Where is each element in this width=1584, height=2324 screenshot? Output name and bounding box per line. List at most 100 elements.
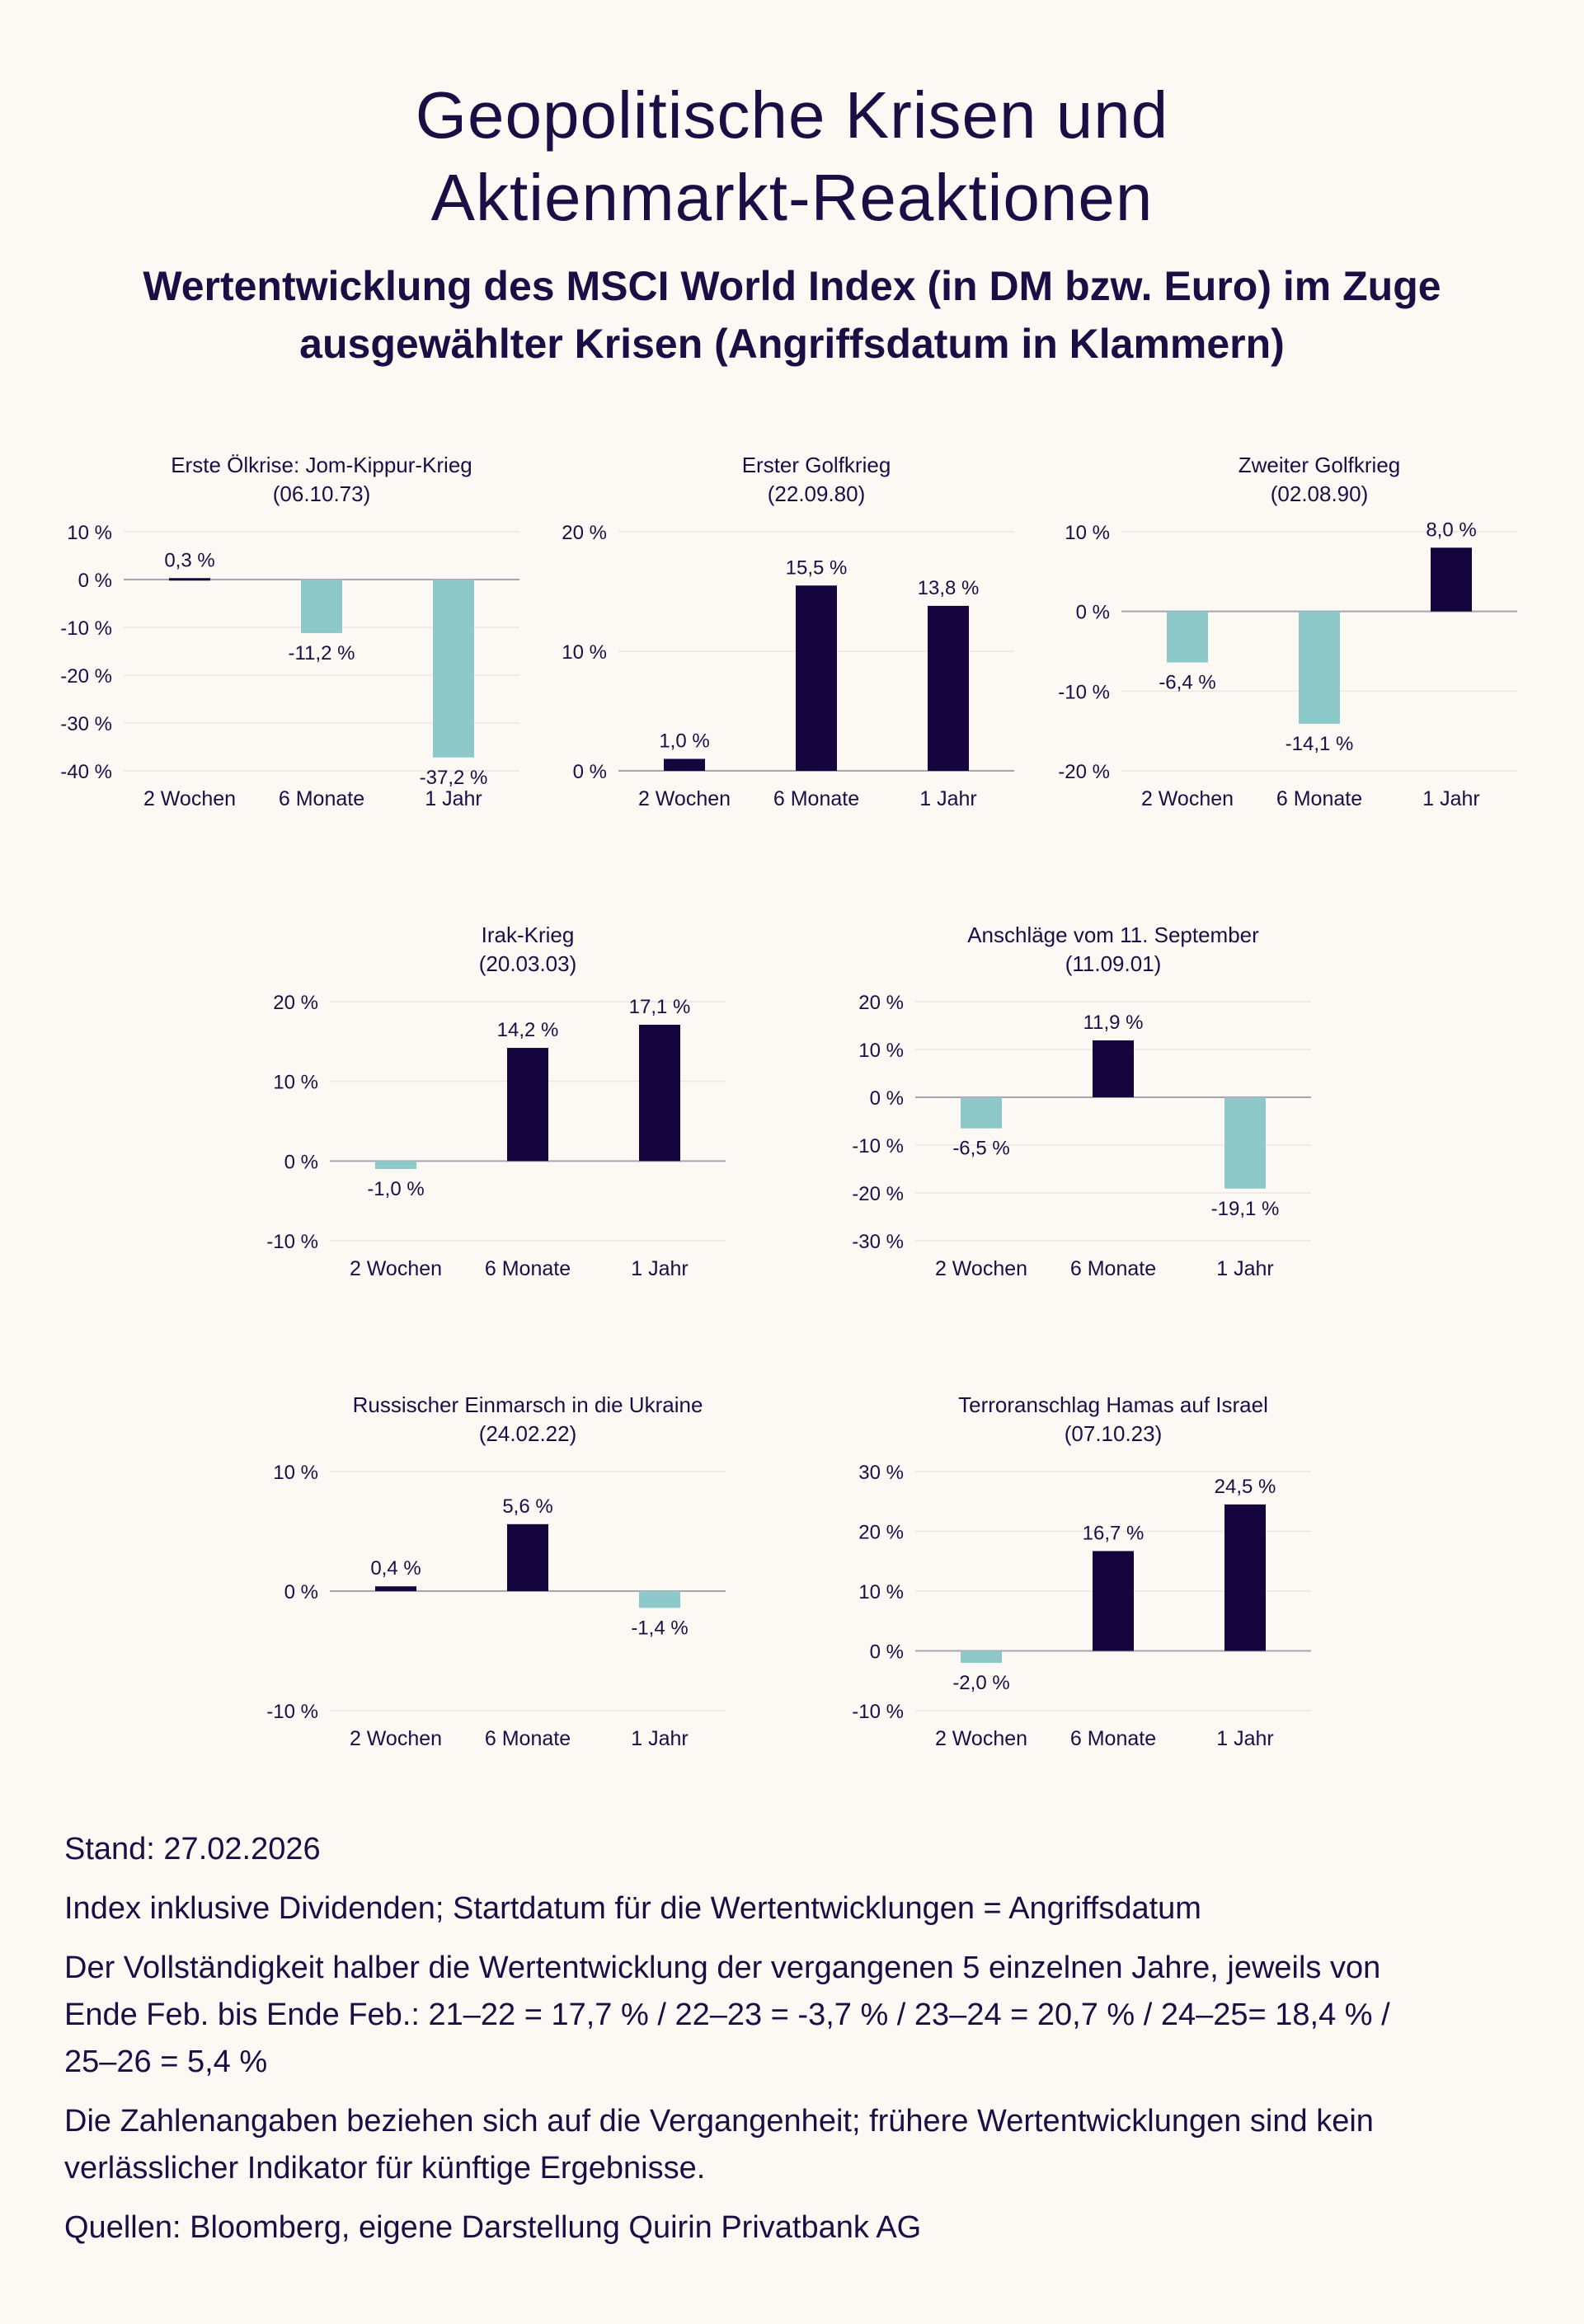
x-category-label: 1 Jahr bbox=[1216, 1727, 1273, 1750]
y-tick-label: -20 % bbox=[852, 1183, 904, 1205]
bar-value-label: 1,0 % bbox=[659, 730, 709, 753]
x-category-label: 2 Wochen bbox=[350, 1727, 442, 1750]
chart-date: (11.09.01) bbox=[1065, 951, 1162, 976]
bar-value-label: 16,7 % bbox=[1083, 1522, 1145, 1544]
chart-11-september: Anschläge vom 11. September (11.09.01) 20 … bbox=[852, 923, 1311, 1280]
y-tick-label: 30 % bbox=[858, 1462, 904, 1484]
y-tick-label: 0 % bbox=[284, 1151, 318, 1173]
bar bbox=[1299, 611, 1340, 724]
chart-title: Russischer Einmarsch in die Ukraine bbox=[353, 1392, 703, 1417]
chart-hamas-israel: Terroranschlag Hamas auf Israel (07.10.23… bbox=[852, 1392, 1311, 1750]
x-category-label: 1 Jahr bbox=[631, 1257, 688, 1280]
y-tick-label: -10 % bbox=[266, 1231, 318, 1253]
x-category-label: 2 Wochen bbox=[935, 1257, 1027, 1280]
chart-title: Erster Golfkrieg bbox=[742, 453, 891, 477]
x-category-label: 2 Wochen bbox=[638, 787, 731, 810]
bar-value-label: 5,6 % bbox=[502, 1495, 552, 1518]
bar bbox=[639, 1591, 680, 1608]
y-tick-label: 20 % bbox=[562, 522, 607, 544]
y-tick-label: -10 % bbox=[852, 1135, 904, 1157]
title-line-2: Aktienmarkt-Reaktionen bbox=[430, 161, 1154, 234]
y-tick-label: 10 % bbox=[858, 1581, 904, 1603]
bar-value-label: -6,5 % bbox=[952, 1138, 1009, 1160]
footer-completeness-line-3: 25–26 = 5,4 % bbox=[64, 2045, 268, 2079]
bar-value-label: -6,4 % bbox=[1159, 672, 1215, 694]
chart-ukraine: Russischer Einmarsch in die Ukraine (24.0… bbox=[266, 1392, 726, 1750]
y-tick-label: -10 % bbox=[852, 1701, 904, 1723]
y-tick-label: 0 % bbox=[870, 1641, 904, 1664]
page-subtitle: Wertentwicklung des MSCI World Index (in… bbox=[0, 257, 1584, 373]
y-tick-label: 10 % bbox=[273, 1462, 318, 1484]
y-tick-label: 0 % bbox=[1076, 602, 1110, 624]
bar bbox=[1093, 1040, 1134, 1097]
y-tick-label: 0 % bbox=[78, 570, 112, 592]
y-tick-label: -10 % bbox=[60, 617, 112, 640]
bar bbox=[433, 580, 474, 758]
x-category-label: 1 Jahr bbox=[919, 787, 976, 810]
bar bbox=[796, 585, 837, 771]
y-tick-label: 0 % bbox=[284, 1581, 318, 1603]
x-category-label: 6 Monate bbox=[485, 1257, 571, 1280]
bar-value-label: 11,9 % bbox=[1083, 1012, 1144, 1034]
x-category-label: 6 Monate bbox=[1070, 1727, 1156, 1750]
footer-disclaimer-line-1: Die Zahlenangaben beziehen sich auf die … bbox=[64, 2104, 1374, 2139]
y-tick-label: 0 % bbox=[870, 1087, 904, 1110]
x-category-label: 2 Wochen bbox=[1141, 787, 1234, 810]
bar bbox=[301, 580, 342, 633]
x-category-label: 6 Monate bbox=[279, 787, 364, 810]
chart-title: Irak-Krieg bbox=[482, 923, 575, 947]
y-tick-label: 20 % bbox=[858, 992, 904, 1014]
y-tick-label: -10 % bbox=[1058, 681, 1110, 703]
bar bbox=[375, 1161, 416, 1169]
page-title: Geopolitische Krisen und Aktienmarkt-Rea… bbox=[0, 74, 1584, 239]
footer-disclaimer: Die Zahlenangaben beziehen sich auf die … bbox=[64, 2098, 1532, 2192]
chart-date: (02.08.90) bbox=[1271, 481, 1369, 506]
bar-value-label: 0,3 % bbox=[164, 549, 214, 571]
x-category-label: 6 Monate bbox=[485, 1727, 571, 1750]
bar-value-label: -1,4 % bbox=[631, 1617, 688, 1639]
y-tick-label: -30 % bbox=[60, 713, 112, 735]
y-tick-label: 20 % bbox=[273, 992, 318, 1014]
subtitle-line-1: Wertentwicklung des MSCI World Index (in… bbox=[143, 263, 1441, 309]
chart-irak-krieg: Irak-Krieg (20.03.03) 20 % 10 % 0 % -10 % -1,0… bbox=[266, 923, 726, 1280]
chart-date: (24.02.22) bbox=[479, 1421, 577, 1446]
y-tick-label: 0 % bbox=[573, 761, 607, 783]
y-tick-label: -40 % bbox=[60, 761, 112, 783]
y-tick-label: -30 % bbox=[852, 1231, 904, 1253]
x-category-label: 2 Wochen bbox=[350, 1257, 442, 1280]
bar-value-label: -14,1 % bbox=[1286, 733, 1354, 755]
chart-title: Anschläge vom 11. September bbox=[967, 923, 1259, 947]
bar bbox=[664, 758, 705, 771]
bar bbox=[169, 578, 210, 581]
bar bbox=[1167, 611, 1208, 663]
bar-value-label: 14,2 % bbox=[497, 1019, 559, 1041]
bar bbox=[1431, 547, 1472, 612]
bar-value-label: 24,5 % bbox=[1215, 1476, 1276, 1498]
chart-date: (20.03.03) bbox=[479, 951, 577, 976]
footer-completeness: Der Vollständigkeit halber die Wertentwi… bbox=[64, 1945, 1532, 2086]
chart-date: (06.10.73) bbox=[273, 481, 371, 506]
bar bbox=[1224, 1504, 1266, 1651]
subtitle-line-2: ausgewählter Krisen (Angriffsdatum in Kl… bbox=[299, 321, 1285, 367]
x-category-label: 6 Monate bbox=[1070, 1257, 1156, 1280]
y-tick-label: 10 % bbox=[562, 641, 607, 664]
chart-oelkrise: Erste Ölkrise: Jom-Kippur-Krieg (06.10.73… bbox=[60, 453, 519, 810]
bar bbox=[507, 1048, 548, 1162]
bar bbox=[507, 1524, 548, 1591]
chart-date: (22.09.80) bbox=[768, 481, 866, 506]
bar-value-label: 0,4 % bbox=[370, 1557, 421, 1580]
y-tick-label: 20 % bbox=[858, 1522, 904, 1544]
x-category-label: 1 Jahr bbox=[425, 787, 482, 810]
bar bbox=[375, 1586, 416, 1591]
chart-title: Terroranschlag Hamas auf Israel bbox=[958, 1392, 1268, 1417]
y-tick-label: 10 % bbox=[67, 522, 112, 544]
x-category-label: 6 Monate bbox=[773, 787, 859, 810]
bar-value-label: -2,0 % bbox=[952, 1672, 1009, 1694]
footer-disclaimer-line-2: verlässlicher Indikator für künftige Erg… bbox=[64, 2151, 706, 2185]
chart-title: Erste Ölkrise: Jom-Kippur-Krieg bbox=[171, 453, 472, 477]
bar-value-label: 17,1 % bbox=[629, 996, 691, 1018]
bar bbox=[1224, 1097, 1266, 1189]
bar bbox=[639, 1025, 680, 1162]
y-tick-label: -10 % bbox=[266, 1701, 318, 1723]
footer-stand: Stand: 27.02.2026 bbox=[64, 1832, 321, 1866]
